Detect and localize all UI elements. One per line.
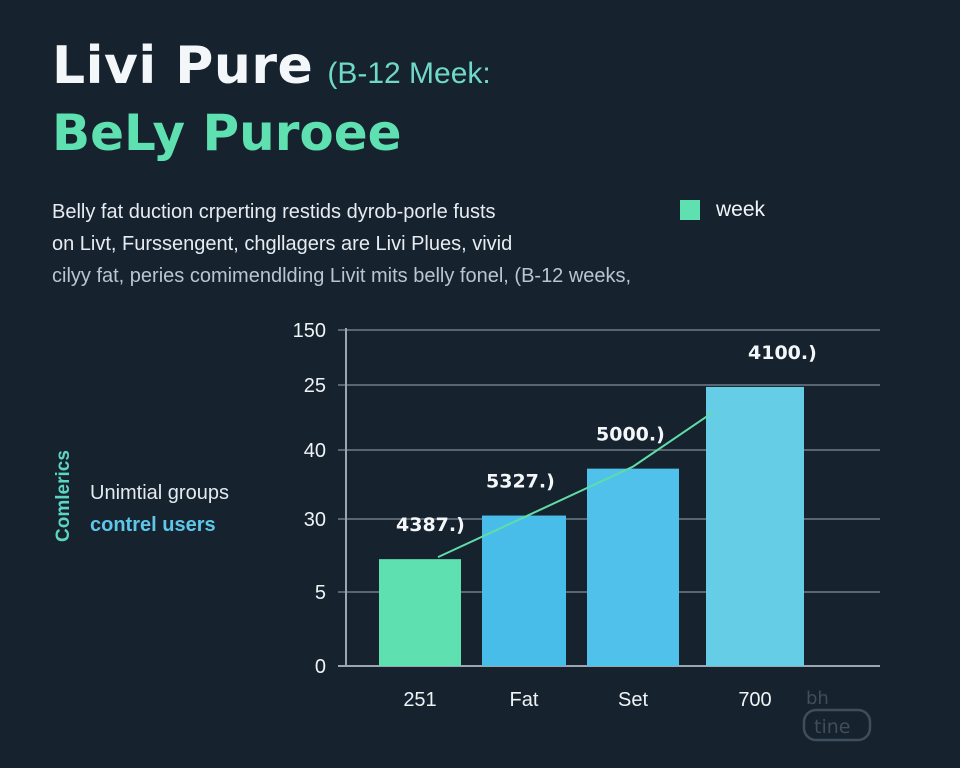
legend-label: week	[716, 198, 766, 221]
chart-legend: week	[680, 198, 765, 222]
bar	[482, 515, 566, 666]
data-label: 5327.)	[486, 471, 555, 493]
watermark-logo: bh tine	[802, 688, 872, 742]
x-tick-label: 251	[403, 689, 436, 711]
y-tick-label: 0	[315, 656, 326, 678]
data-label: 5000.)	[596, 424, 665, 446]
trend-line	[437, 412, 713, 559]
bar	[587, 468, 679, 666]
y-tick-label: 25	[304, 375, 326, 397]
y-tick-label: 30	[304, 509, 326, 531]
description-line-2: on Livt, Furssengent, chgllagers are Liv…	[52, 233, 513, 255]
y-tick-label: 5	[315, 582, 326, 604]
description-line-1: Belly fat duction crperting restids dyro…	[52, 201, 496, 223]
bar	[379, 559, 461, 666]
y-tick-label: 40	[304, 440, 326, 462]
data-label: 4100.)	[748, 342, 817, 364]
x-tick-label: 700	[738, 689, 771, 711]
page-title: Livi Pure	[52, 36, 314, 96]
legend-swatch	[680, 200, 700, 220]
side-groups-label: Unimtial groups	[90, 482, 229, 504]
description: Belly fat duction crperting restids dyro…	[52, 196, 772, 292]
title-row: Livi Pure (B-12 Meek:	[52, 36, 491, 96]
bar	[706, 386, 804, 666]
side-control-label: contrel users	[90, 514, 216, 536]
watermark-text-top: bh	[806, 688, 829, 709]
x-tick-label: Fat	[510, 689, 539, 711]
watermark-text-bottom: tine	[814, 716, 850, 738]
data-label: 4387.)	[396, 514, 465, 536]
page-title-line2: BeLy Puroee	[52, 104, 402, 162]
y-tick-label: 150	[293, 320, 326, 342]
description-line-3: cilyy fat, peries comimendlding Livit mi…	[52, 265, 632, 287]
x-tick-label: Set	[618, 689, 648, 711]
page-subtitle: (B-12 Meek:	[327, 57, 491, 90]
